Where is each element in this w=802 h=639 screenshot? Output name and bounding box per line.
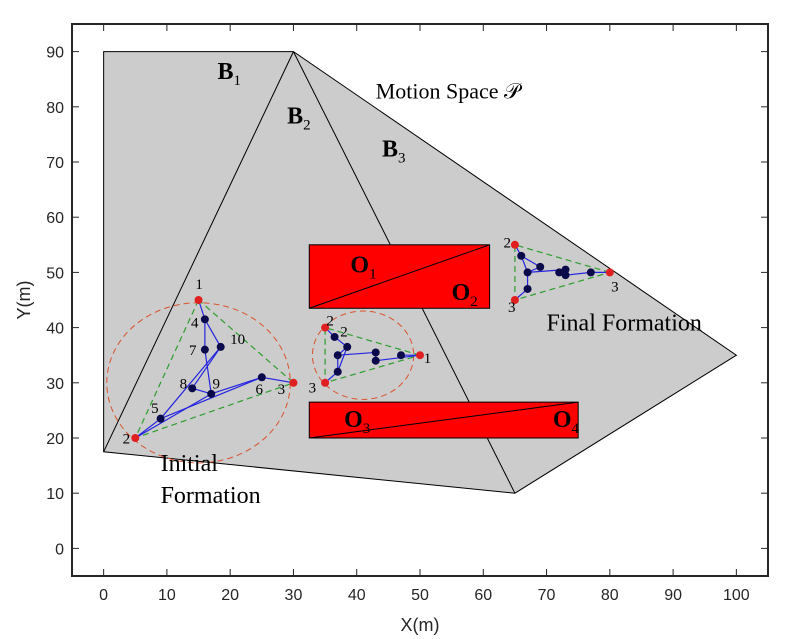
y-tick-label: 60 <box>46 210 64 227</box>
formation-label: Formation <box>161 483 261 509</box>
communication-edge <box>337 346 348 372</box>
y-tick-label: 30 <box>46 376 64 393</box>
follower-number-label: 9 <box>212 376 220 392</box>
leader-triangle <box>134 299 295 440</box>
obstacle-diagonal <box>309 401 579 439</box>
follower-agent-point <box>561 271 570 280</box>
follower-agent-point <box>188 384 197 393</box>
formations-layer <box>106 240 614 464</box>
x-tick-label: 50 <box>411 587 429 604</box>
x-tick-label: 20 <box>221 587 239 604</box>
communication-edge <box>261 376 294 384</box>
communication-edge <box>375 354 421 362</box>
leader-triangle <box>514 244 612 301</box>
y-tick-label: 90 <box>46 45 64 62</box>
follower-agent-point <box>586 268 595 277</box>
axes-layer: 0 10 20 30 40 50 60 70 80 90 100 0 10 20 30 40 50 60 70 80 9… <box>46 23 769 604</box>
leader-agent-point <box>510 240 519 249</box>
follower-agent-point <box>371 348 380 357</box>
motion-space-label: Motion Space 𝒫 <box>376 79 523 104</box>
leader-agent-point <box>416 351 424 360</box>
follower-agent-point <box>561 265 570 274</box>
formation-label: Initial <box>161 451 219 477</box>
follower-agent-point <box>333 367 342 376</box>
follower-agent-point <box>200 345 209 354</box>
follower-agent-point <box>523 268 532 277</box>
y-tick-label: 10 <box>46 486 64 503</box>
y-tick-label: 0 <box>55 541 64 558</box>
leader-agent-point <box>510 296 519 304</box>
follower-agent-point <box>555 268 564 277</box>
follower-agent-point <box>343 342 352 351</box>
leader-agent-point <box>321 323 330 332</box>
leader-agent-point <box>605 268 614 277</box>
follower-number-label: 2 <box>340 324 348 340</box>
obstacle-diagonal <box>309 244 490 309</box>
leader-number-label: 1 <box>424 351 432 367</box>
y-tick-label: 50 <box>46 265 64 282</box>
leader-agent-point <box>194 296 203 304</box>
communication-edge <box>160 376 263 420</box>
follower-number-label: 5 <box>151 401 159 417</box>
follower-agent-point <box>371 356 380 365</box>
communication-edge <box>134 418 161 439</box>
leader-number-label: 2 <box>326 313 334 329</box>
leader-agent-point <box>131 434 140 442</box>
follower-agent-point <box>330 332 339 341</box>
communication-edge <box>204 319 222 348</box>
formation-label: Final Formation <box>547 310 702 336</box>
y-tick-label: 80 <box>46 100 64 117</box>
communication-edge <box>191 346 222 389</box>
follower-agent-point <box>536 262 545 271</box>
leader-number-label: 2 <box>123 432 131 448</box>
communication-edge <box>211 376 263 395</box>
x-tick-label: 0 <box>99 587 108 604</box>
leader-number-label: 1 <box>195 277 203 293</box>
x-tick-label: 80 <box>601 587 619 604</box>
x-tick-label: 60 <box>474 587 492 604</box>
follower-number-label: 10 <box>230 332 245 348</box>
y-axis-label: Y(m) <box>14 281 34 320</box>
y-tick-label: 40 <box>46 321 64 338</box>
follower-agent-point <box>333 351 342 360</box>
y-tick-label: 70 <box>46 155 64 172</box>
y-tick-label: 20 <box>46 431 64 448</box>
follower-agent-point <box>517 251 526 260</box>
leader-number-label: 3 <box>611 280 619 296</box>
x-tick-label: 40 <box>348 587 366 604</box>
x-tick-label: 30 <box>285 587 303 604</box>
follower-agent-point <box>216 342 225 351</box>
cell-boundary-line <box>103 51 294 453</box>
follower-agent-point <box>397 351 406 360</box>
leader-number-label: 3 <box>508 300 516 316</box>
leader-number-label: 3 <box>309 381 317 397</box>
follower-number-label: 4 <box>191 316 199 332</box>
follower-agent-point <box>523 284 532 293</box>
leader-number-label: 3 <box>278 382 286 398</box>
leader-number-label: 2 <box>504 236 512 252</box>
follower-agent-point <box>257 373 266 382</box>
x-tick-label: 10 <box>158 587 176 604</box>
follower-agent-point <box>200 315 209 324</box>
communication-edge <box>134 393 212 439</box>
communication-edge <box>565 271 591 276</box>
communication-edge <box>204 349 212 394</box>
x-axis-label: X(m) <box>401 615 440 635</box>
follower-number-label: 7 <box>189 343 197 359</box>
x-tick-label: 90 <box>664 587 682 604</box>
leader-agent-point <box>289 378 298 387</box>
follower-number-label: 6 <box>255 382 263 398</box>
follower-number-label: 8 <box>180 376 188 392</box>
leader-triangle <box>324 326 423 384</box>
x-tick-label: 100 <box>723 587 750 604</box>
leader-agent-point <box>321 378 330 387</box>
x-tick-label: 70 <box>538 587 556 604</box>
follower-agent-point <box>156 414 165 423</box>
communication-edge <box>160 346 222 420</box>
follower-agent-point <box>207 389 216 398</box>
